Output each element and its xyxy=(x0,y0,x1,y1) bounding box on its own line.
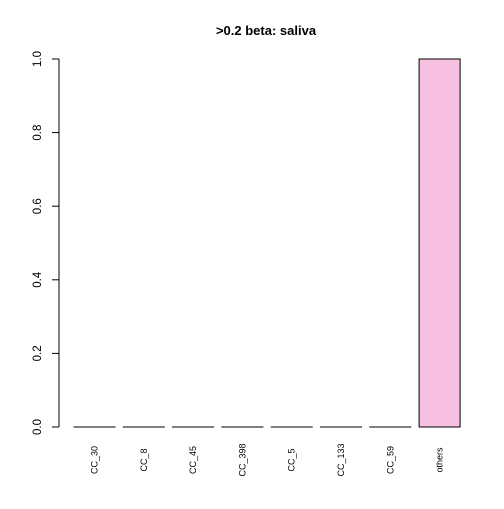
x-tick-label: others xyxy=(435,447,445,473)
x-tick-label: CC_398 xyxy=(237,443,247,476)
x-axis-labels: CC_30 CC_8 CC_45 CC_398 CC_5 CC_133 CC_59 other… xyxy=(90,443,445,476)
x-tick-label: CC_30 xyxy=(90,446,100,474)
bar-others xyxy=(419,59,460,427)
x-tick-label: CC_8 xyxy=(139,448,149,471)
x-tick-label: CC_45 xyxy=(188,446,198,474)
y-tick-label: 0.4 xyxy=(32,271,44,288)
x-tick-label: CC_5 xyxy=(287,448,297,471)
x-tick-label: CC_59 xyxy=(385,446,395,474)
y-tick-label: 0.6 xyxy=(32,198,44,214)
y-tick-label: 0.2 xyxy=(32,345,44,361)
y-tick-label: 1.0 xyxy=(32,51,44,67)
y-axis: 0.0 0.2 0.4 0.6 0.8 1.0 xyxy=(32,51,59,435)
y-tick-label: 0.0 xyxy=(32,419,44,435)
x-tick-label: CC_133 xyxy=(336,443,346,476)
bars-group xyxy=(74,59,460,427)
chart-title: >0.2 beta: saliva xyxy=(216,23,317,38)
y-tick-label: 0.8 xyxy=(32,125,44,141)
